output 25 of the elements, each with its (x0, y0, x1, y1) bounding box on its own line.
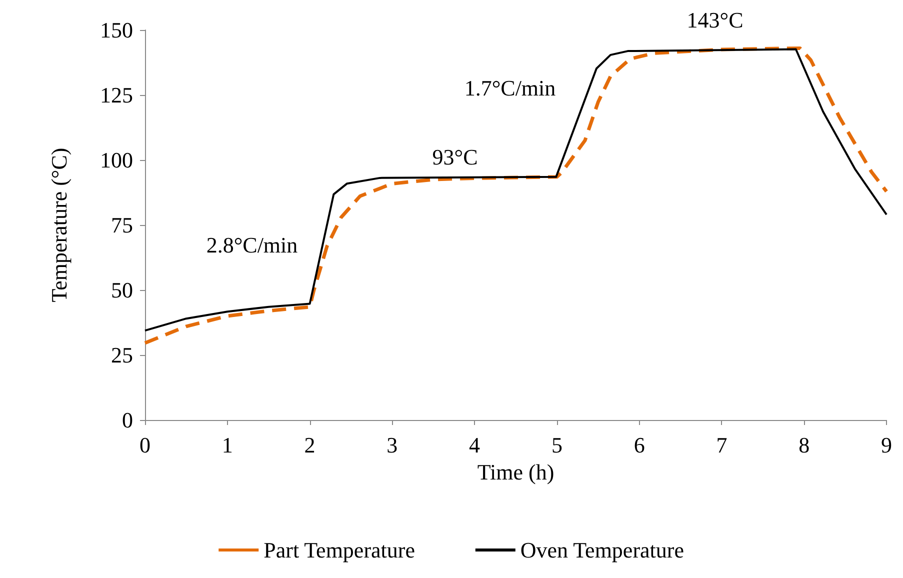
annotation: 1.7°C/min (464, 76, 556, 100)
legend-label: Part Temperature (264, 538, 416, 562)
y-tick-label: 0 (122, 408, 133, 432)
annotation: 2.8°C/min (206, 232, 298, 258)
y-tick-label: 125 (100, 82, 133, 108)
annotation: 143°C (686, 8, 744, 32)
y-tick-label: 25 (111, 342, 133, 368)
x-tick-label: 6 (634, 432, 645, 458)
x-tick-label: 7 (716, 432, 728, 458)
y-axis-title: Temperature (°C) (46, 148, 72, 302)
y-tick-label: 75 (111, 212, 133, 238)
x-tick-label: 4 (469, 432, 480, 458)
x-tick-label: 8 (798, 432, 810, 458)
y-tick-label: 100 (100, 148, 133, 172)
x-axis-title: Time (h) (477, 459, 554, 484)
x-tick-label: 9 (881, 432, 892, 458)
x-tick-label: 3 (386, 432, 398, 458)
legend-label: Oven Temperature (520, 538, 684, 562)
x-tick-label: 1 (222, 432, 233, 458)
x-tick-label: 0 (140, 432, 150, 458)
y-tick-label: 150 (100, 18, 133, 42)
x-tick-label: 2 (304, 432, 316, 458)
x-tick-label: 5 (551, 432, 562, 458)
annotation: 93°C (432, 144, 478, 170)
y-tick-label: 50 (111, 278, 133, 302)
